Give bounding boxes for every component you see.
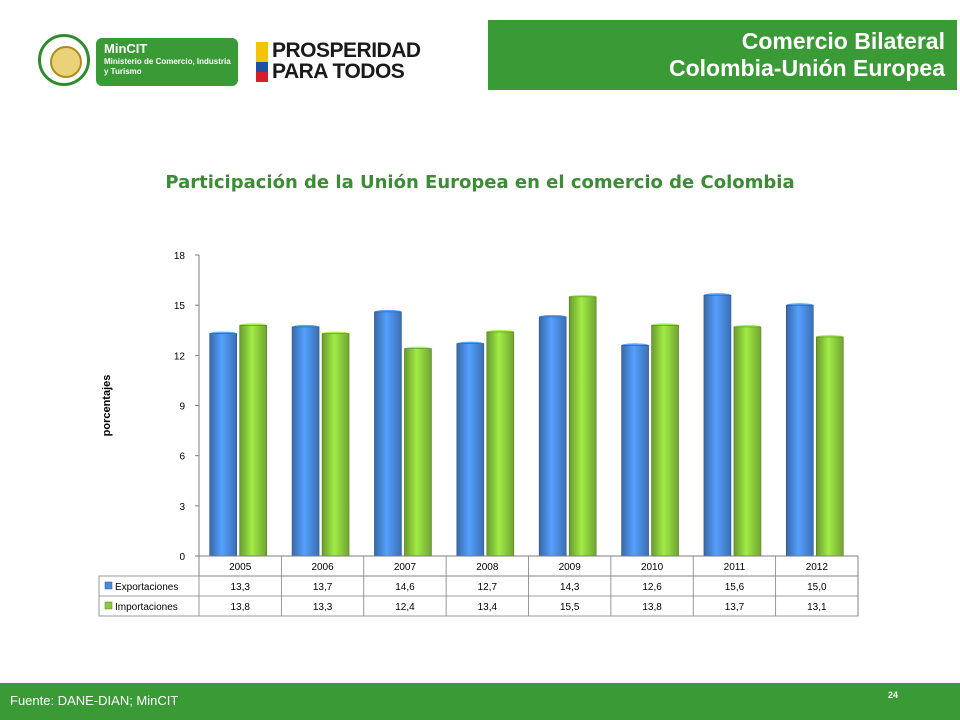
mincit-name: MinCIT	[104, 41, 148, 56]
prosperidad-line2: PARA TODOS	[272, 60, 405, 83]
x-tick-label: 2006	[311, 562, 334, 573]
bar-importaciones	[568, 296, 597, 557]
source-note: Fuente: DANE-DIAN; MinCIT	[10, 693, 179, 708]
data-label: 15,6	[725, 582, 745, 593]
data-label: 13,8	[642, 602, 662, 613]
bar-chart: 0 3 6 9 12 15 18 porcentajes 2005 2006 2007 2008 200…	[98, 251, 859, 617]
data-label: 13,7	[313, 582, 333, 593]
chart-title: Participación de la Unión Europea en el …	[165, 172, 795, 193]
data-label: 13,4	[478, 602, 498, 613]
mincit-subtitle: Ministerio de Comercio, Industria y Turi…	[104, 57, 231, 76]
page-number: 24	[888, 690, 899, 700]
legend-label: Importaciones	[115, 602, 178, 613]
bar-exportaciones	[374, 311, 402, 557]
bar-importaciones	[239, 324, 267, 557]
legend-key-exportaciones	[104, 581, 113, 590]
legend-label: Exportaciones	[115, 582, 178, 593]
prosperidad-logo: PROSPERIDAD PARA TODOS	[256, 40, 428, 86]
x-tick-label: 2008	[476, 562, 499, 573]
bar-exportaciones	[209, 333, 237, 557]
data-label: 15,0	[807, 582, 827, 593]
x-tick-label: 2005	[229, 562, 252, 573]
x-tick-label: 2011	[724, 562, 746, 573]
flag-bars-icon	[256, 42, 268, 82]
data-label: 13,3	[313, 602, 333, 613]
mincit-badge: MinCIT Ministerio de Comercio, Industria…	[96, 38, 238, 86]
data-label: 12,6	[642, 582, 662, 593]
y-tick-label: 15	[174, 301, 186, 312]
y-tick-label: 9	[179, 402, 185, 413]
y-tick-label: 0	[179, 552, 185, 563]
data-label: 13,7	[725, 602, 745, 613]
slide-title-box: Comercio Bilateral Colombia-Unión Europe…	[488, 20, 957, 90]
data-label: 13,1	[807, 602, 827, 613]
x-tick-label: 2007	[394, 562, 417, 573]
bar-importaciones	[816, 336, 844, 557]
slide-title-line1: Comercio Bilateral	[741, 28, 945, 54]
x-tick-label: 2010	[641, 562, 664, 573]
bar-exportaciones	[621, 344, 649, 557]
legend-key-importaciones	[104, 601, 113, 610]
colombia-seal-icon	[38, 34, 90, 86]
bar-exportaciones	[786, 304, 814, 557]
data-label: 13,3	[230, 582, 250, 593]
data-label: 14,3	[560, 582, 580, 593]
prosperidad-line1: PROSPERIDAD	[272, 39, 421, 62]
slide-title-line2: Colombia-Unión Europea	[669, 55, 945, 81]
x-tick-label: 2012	[806, 562, 829, 573]
bar-importaciones	[733, 326, 762, 557]
y-tick-label: 3	[179, 502, 185, 513]
y-axis-label: porcentajes	[101, 375, 113, 437]
bar-importaciones	[651, 324, 679, 557]
bar-exportaciones	[703, 294, 732, 557]
footer-bar: Fuente: DANE-DIAN; MinCIT 24	[0, 683, 960, 720]
data-label: 15,5	[560, 602, 580, 613]
y-tick-label: 6	[179, 452, 185, 463]
bar-exportaciones	[538, 316, 567, 557]
y-tick-label: 18	[174, 251, 186, 262]
bar-exportaciones	[291, 326, 320, 557]
data-label: 13,8	[230, 602, 250, 613]
bar-exportaciones	[456, 343, 485, 557]
bar-importaciones	[404, 348, 432, 557]
mincit-logo: MinCIT Ministerio de Comercio, Industria…	[38, 34, 240, 88]
y-tick-label: 12	[174, 351, 186, 362]
data-label: 12,7	[478, 582, 498, 593]
data-label: 12,4	[395, 602, 415, 613]
x-tick-label: 2009	[559, 562, 582, 573]
bar-importaciones	[321, 333, 350, 557]
data-label: 14,6	[395, 582, 415, 593]
bar-importaciones	[486, 331, 515, 557]
